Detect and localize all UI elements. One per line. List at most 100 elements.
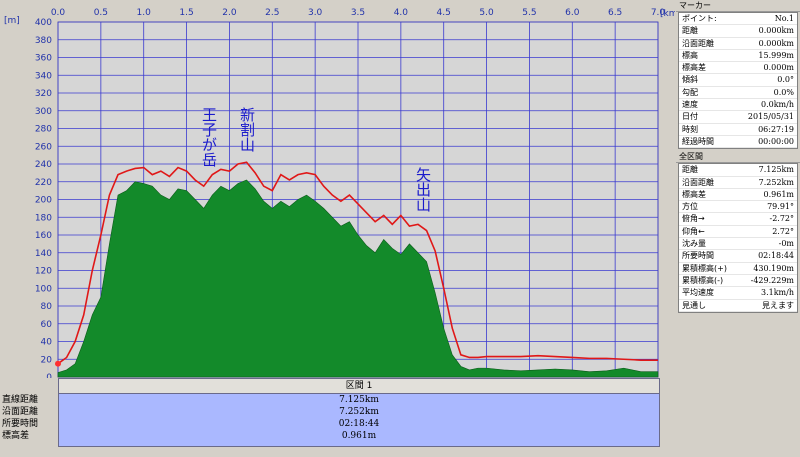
marker-row-value: 0.000m [763,63,795,73]
elevation-diff-label: 標高差 [2,431,30,441]
y-tick-label: 60 [41,320,53,330]
range-row-label: 仰角← [682,226,705,236]
range-row-value: 79.91° [767,202,794,212]
range-row-value: -2.72° [769,214,794,224]
y-tick-label: 100 [35,284,52,294]
marker-row-label: 標高 [682,50,698,60]
marker-row-label: 標高差 [682,63,706,73]
y-tick-label: 40 [41,338,53,348]
marker-row: 沿面距離 0.000km [679,38,797,50]
section-row-labels: 直線距離 沿面距離 所要時間 標高差 [2,394,58,442]
range-row-value: -429.229m [750,275,794,285]
x-tick-label: 0.0 [51,8,66,18]
y-tick-label: 160 [35,231,52,241]
range-row: 標高差 0.961m [679,189,797,202]
range-row: 俯角→ -2.72° [679,213,797,226]
range-row-label: 見通し [682,300,706,310]
y-tick-label: 140 [35,249,52,259]
range-row-label: 距離 [682,165,698,175]
marker-row: 速度 0.0km/h [679,99,797,112]
x-tick-label: 3.5 [351,8,365,18]
marker-row-label: 時刻 [682,124,698,134]
y-tick-label: 300 [35,107,52,117]
range-row: 方位 79.91° [679,201,797,214]
range-row-label: 累積標高(-) [682,275,724,285]
range-row-label: 沿面距離 [682,177,714,187]
marker-row: 経過時間 00:00:00 [679,136,797,149]
x-tick-label: 4.0 [394,8,409,18]
marker-row-label: 日付 [682,112,698,122]
track-elevation-line [57,161,658,365]
marker-row-value: 0.000km [758,26,794,36]
peak-annotation-oujigatake: 王子が岳 [200,107,218,167]
x-tick-label: 7.0 [651,8,666,18]
y-tick-label: 280 [35,125,52,135]
y-tick-label: 340 [35,71,52,81]
x-tick-label: 5.0 [479,8,494,18]
peak-label-shinwariyama: 新割山 [238,107,256,152]
marker-row-label: 傾斜 [682,75,698,85]
marker-row-label: 勾配 [682,87,698,97]
elapsed-time-label: 所要時間 [2,419,39,429]
y-unit-label: [m] [4,16,20,26]
x-tick-label: 2.5 [265,8,279,18]
range-row-label: 標高差 [682,189,706,199]
marker-row-value: 0.000km [758,38,794,48]
section-header[interactable]: 区間 1 [59,379,659,394]
y-tick-label: 260 [35,142,52,152]
marker-panel-title: マーカー [676,0,800,12]
range-row: 見通し 見えます [679,300,797,312]
range-row-label: 所要時間 [682,251,714,261]
range-row: 沈み量 -0m [679,238,797,251]
peak-label-yadeyama: 矢出山 [414,167,432,212]
range-row-value: 見えます [762,300,794,310]
range-row-value: 02:18:44 [758,251,794,261]
peak-annotation-shinwariyama: 新割山 [238,107,256,152]
y-tick-label: 80 [41,302,53,312]
elevation-profile-area[interactable]: 0 20 40 60 80 100 120 140 160 180 200 220 240 260 280 3… [0,0,675,457]
x-tick-label: 1.5 [179,8,193,18]
range-row-label: 俯角→ [682,214,705,224]
range-panel-title: 全区間 [676,151,800,164]
range-row-value: 2.72° [772,226,794,236]
surface-distance-value: 7.252km [339,407,379,417]
marker-row: 勾配 0.0% [679,87,797,100]
range-row: 仰角← 2.72° [679,226,797,239]
elevation-chart[interactable]: 0 20 40 60 80 100 120 140 160 180 200 220 240 260 280 3… [0,0,675,378]
marker-row-value: 06:27:19 [758,124,794,134]
marker-row: 標高差 0.000m [679,62,797,75]
range-row-value: -0m [778,239,794,249]
section-summary[interactable]: 区間 1 7.125km 7.252km 02:18:44 0.961m [58,378,660,447]
range-row: 累積標高(+) 430.190m [679,263,797,275]
range-row: 累積標高(-) -429.229m [679,275,797,288]
x-unit-label: [km] [660,9,675,19]
elevation-diff-value: 0.961m [341,431,377,441]
y-tick-label: 20 [41,355,53,365]
range-row: 所要時間 02:18:44 [679,250,797,263]
x-tick-label: 4.5 [437,8,451,18]
straight-distance-label: 直線距離 [2,395,39,405]
marker-row-value: 0.0° [777,75,794,85]
range-row: 平均速度 3.1km/h [679,287,797,300]
x-tick-label: 6.0 [565,8,580,18]
marker-row-label: 距離 [682,26,698,36]
terrain-area-series [57,179,659,378]
start-point-marker[interactable] [55,360,61,367]
surface-distance-label: 沿面距離 [2,407,39,417]
marker-row-value: 00:00:00 [758,136,794,146]
range-row-label: 沈み量 [682,239,706,249]
peak-annotation-yadeyama: 矢出山 [414,167,432,212]
marker-row-label: ポイント: [682,14,717,23]
range-row-label: 累積標高(+) [682,263,727,273]
marker-row: 距離 0.000km [679,25,797,38]
marker-row: ポイント: No.1 [679,13,797,26]
y-tick-label: 120 [35,267,52,277]
x-tick-label: 2.0 [222,8,237,18]
range-row: 距離 7.125km [679,164,797,177]
marker-row: 日付 2015/05/31 [679,111,797,124]
marker-row-value: 0.0% [773,87,794,97]
y-tick-label: 380 [35,36,52,46]
marker-row-value: No.1 [774,14,794,23]
marker-row-value: 2015/05/31 [747,112,794,122]
y-tick-label: 320 [35,89,52,99]
